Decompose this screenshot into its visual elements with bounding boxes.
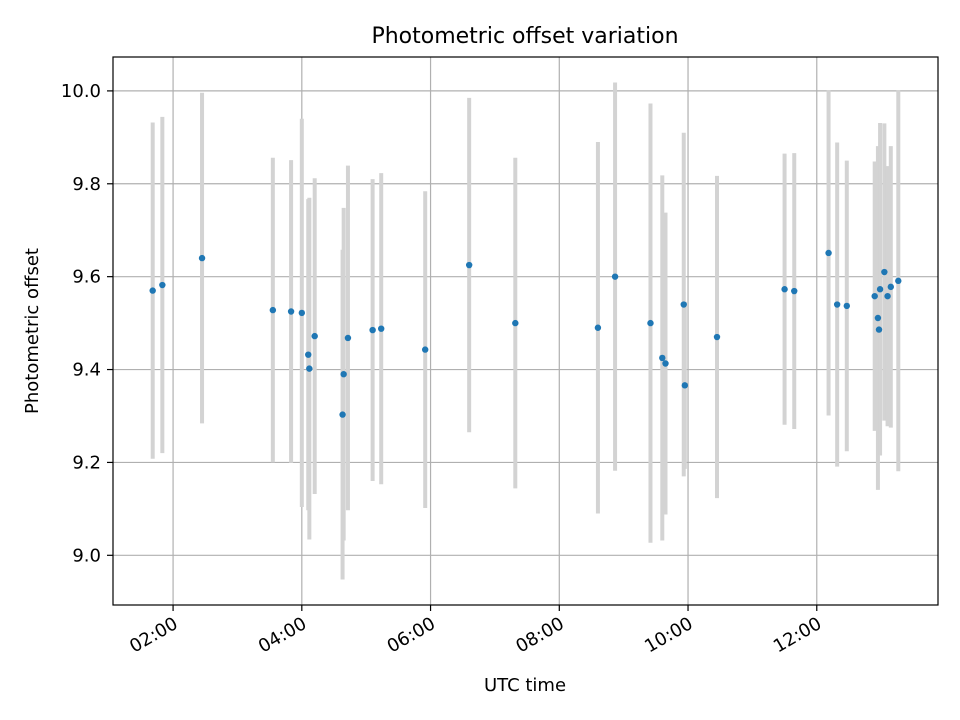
y-tick-label: 9.4 (72, 360, 101, 381)
data-point (874, 314, 882, 322)
data-point (269, 306, 277, 314)
plot-frame (112, 56, 939, 606)
data-point (875, 326, 883, 333)
data-point (306, 365, 313, 372)
data-point (884, 292, 891, 300)
data-point (198, 254, 206, 262)
data-point (825, 249, 832, 257)
data-point (287, 308, 295, 315)
y-tick-label: 9.6 (72, 267, 101, 288)
data-point (833, 301, 841, 308)
data-point (512, 319, 519, 327)
data-point (421, 346, 429, 353)
data-point (340, 370, 347, 378)
data-point (149, 287, 156, 294)
y-tick-label: 9.8 (72, 174, 101, 195)
data-point (647, 319, 654, 327)
data-point (895, 277, 902, 285)
y-tick-label: 9.2 (72, 452, 101, 473)
data-point (339, 411, 346, 418)
data-point (662, 360, 669, 367)
data-point (611, 273, 619, 280)
data-points (149, 249, 902, 418)
data-point (311, 332, 318, 340)
data-point (881, 268, 888, 276)
data-point (681, 382, 689, 389)
y-tick-label: 10.0 (61, 81, 101, 102)
data-point (159, 281, 166, 289)
data-point (305, 351, 312, 358)
data-point (594, 324, 602, 331)
data-point (713, 333, 721, 341)
chart-title: Photometric offset variation (371, 24, 678, 49)
data-point (781, 286, 788, 293)
data-point (369, 326, 376, 334)
data-point (791, 287, 798, 295)
data-point (378, 325, 385, 332)
data-point (680, 301, 687, 308)
data-point (876, 286, 884, 293)
x-axis-label: UTC time (484, 675, 566, 696)
data-point (871, 292, 878, 300)
data-point (843, 302, 851, 310)
y-tick-label: 9.0 (72, 545, 101, 566)
data-point (344, 334, 352, 342)
grid (113, 57, 938, 605)
y-axis-label: Photometric offset (22, 248, 43, 414)
data-point (465, 261, 473, 269)
data-point (298, 309, 306, 317)
data-point (887, 283, 894, 291)
data-point (659, 354, 666, 362)
